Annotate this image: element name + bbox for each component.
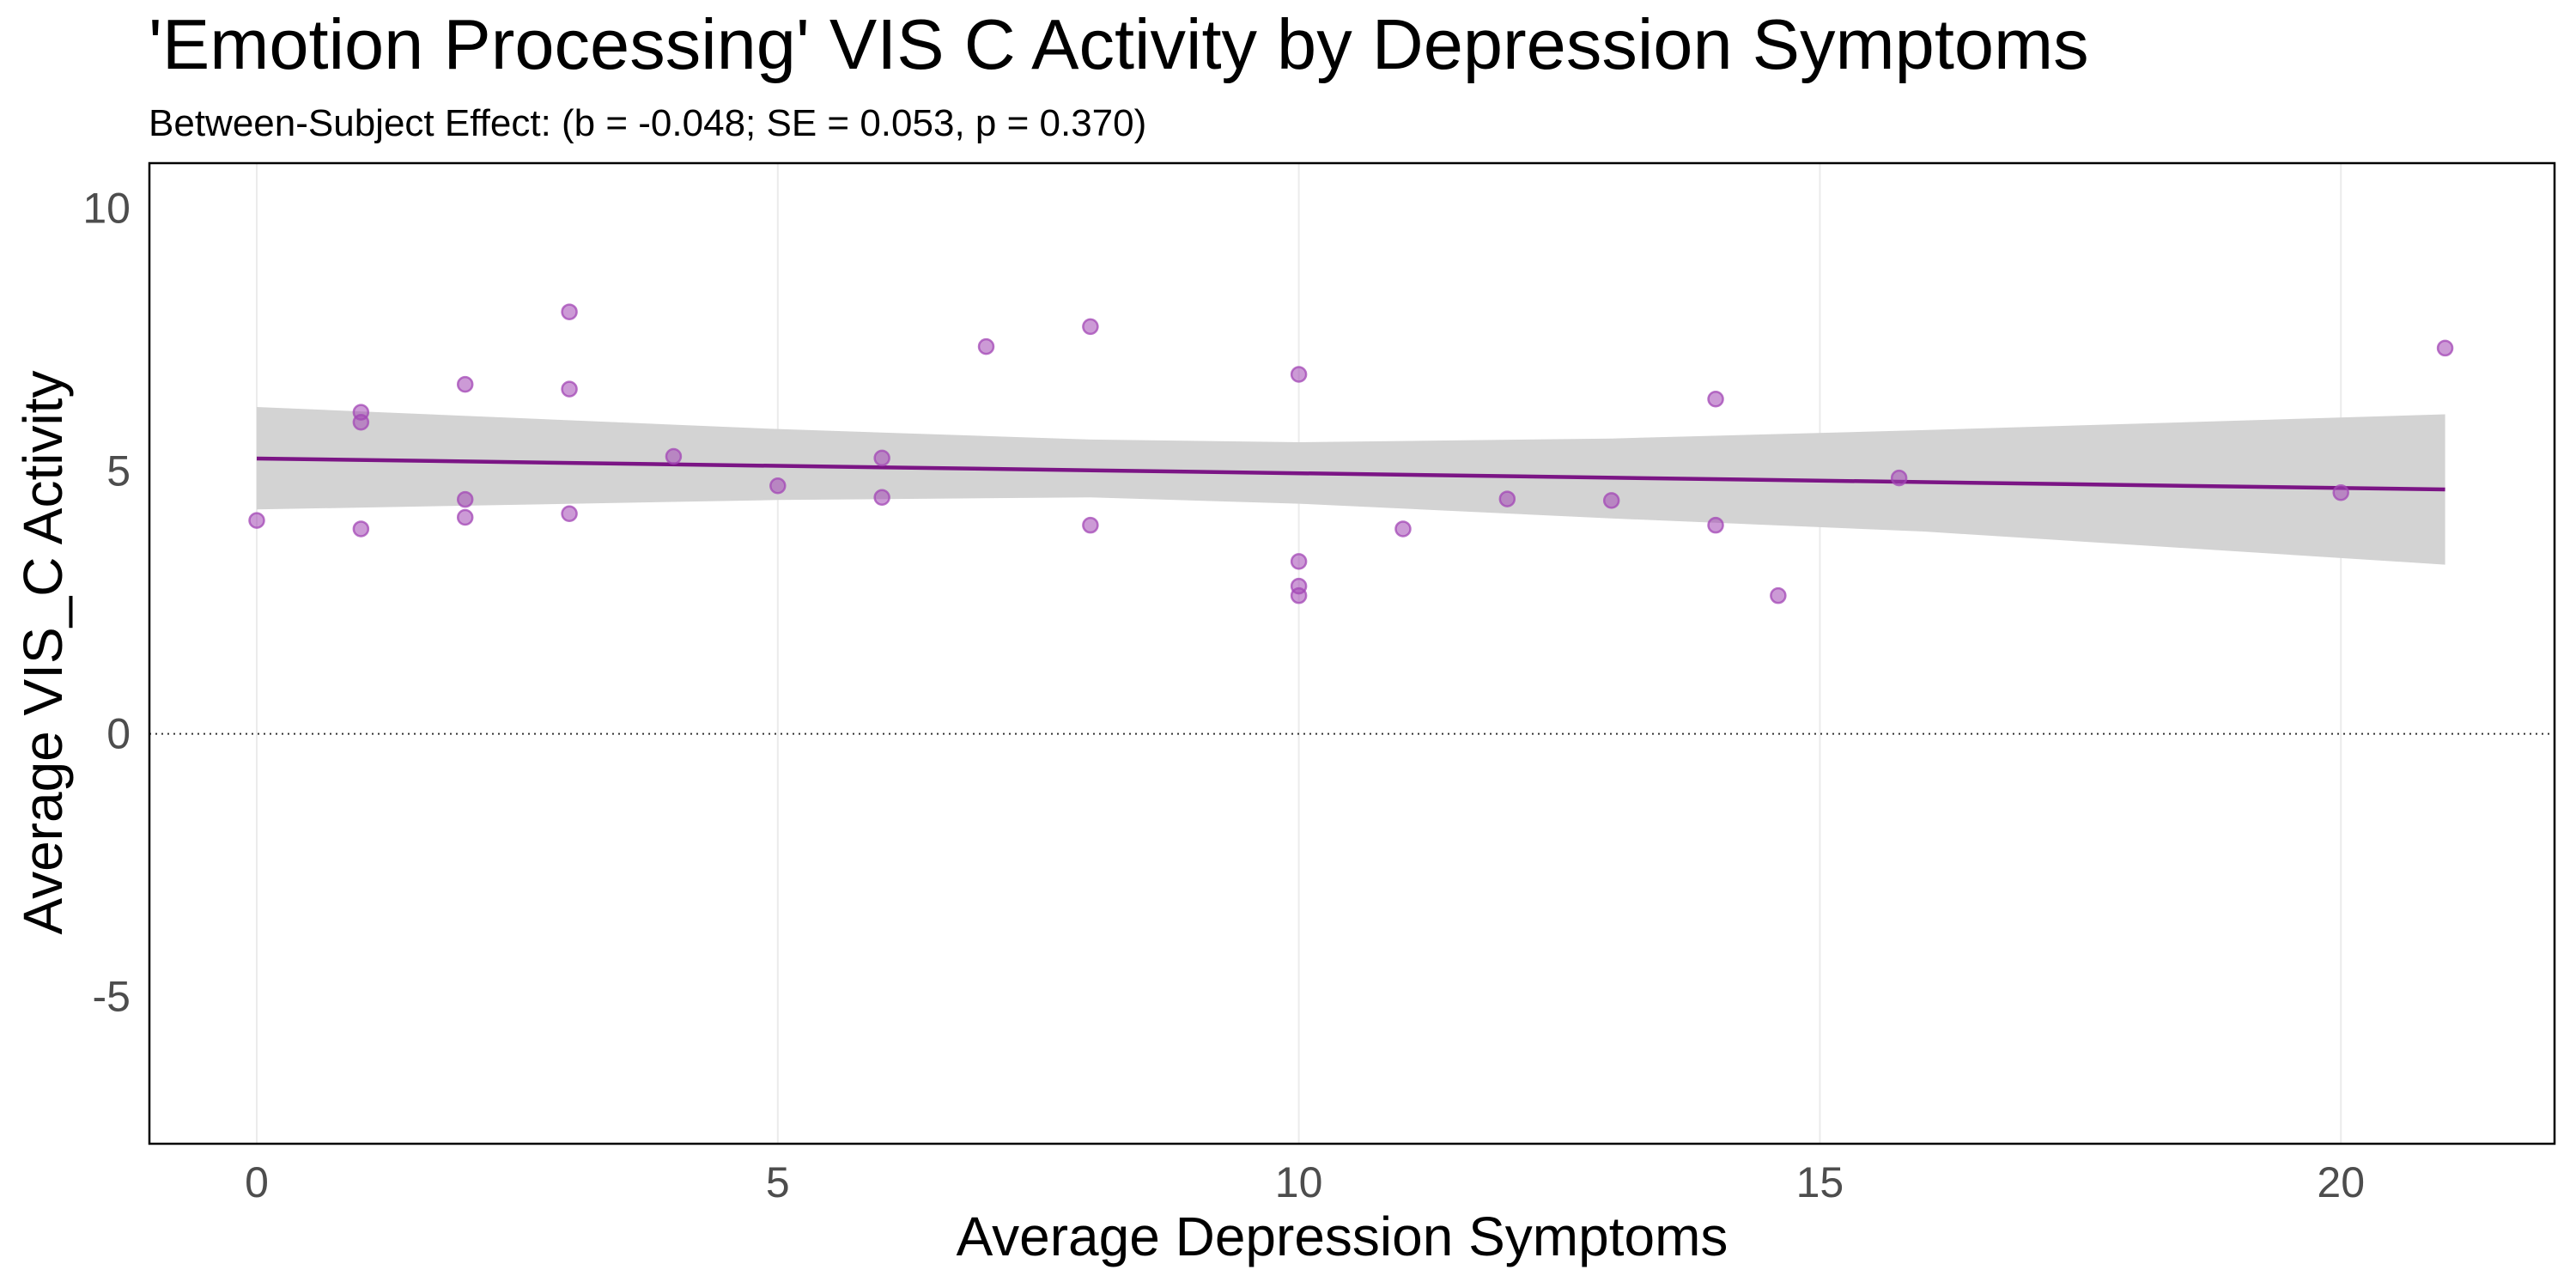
data-point	[561, 303, 578, 320]
data-point	[561, 380, 578, 398]
data-point	[1602, 492, 1620, 509]
data-point	[873, 449, 890, 467]
chart-title: 'Emotion Processing' VIS C Activity by D…	[149, 4, 2089, 84]
x-tick-label: 5	[766, 1158, 790, 1206]
x-tick-label: 0	[245, 1158, 269, 1206]
data-point	[1082, 318, 1099, 336]
y-tick-label: 10	[82, 185, 131, 233]
confidence-band-group	[257, 406, 2445, 565]
x-tick-label: 20	[2317, 1158, 2365, 1206]
x-axis-ticks: 0 5 10 15 20	[245, 1158, 2365, 1206]
data-point	[456, 490, 474, 508]
data-point	[1290, 553, 1308, 570]
fit-line-group	[256, 456, 2445, 492]
points-group	[248, 303, 2454, 605]
x-axis-title: Average Depression Symptoms	[957, 1206, 1728, 1267]
data-point	[1082, 516, 1099, 534]
data-point	[2332, 483, 2349, 501]
chart-subtitle: Between-Subject Effect: (b = -0.048; SE …	[149, 102, 1146, 144]
data-point	[873, 489, 890, 506]
data-point	[1707, 516, 1724, 534]
fit-line	[256, 456, 2445, 492]
data-point	[1890, 469, 1908, 487]
data-point	[1770, 586, 1787, 605]
grid	[256, 163, 2342, 1144]
data-point	[1394, 520, 1412, 538]
data-point	[1290, 366, 1308, 383]
data-point	[2436, 339, 2454, 357]
x-tick-label: 10	[1275, 1158, 1323, 1206]
y-axis-ticks: -5 0 5 10	[82, 185, 131, 1021]
y-tick-label: -5	[93, 973, 131, 1021]
x-tick-label: 15	[1796, 1158, 1844, 1206]
data-point	[456, 375, 474, 393]
data-point	[665, 447, 683, 465]
data-point	[456, 508, 474, 526]
data-point	[248, 512, 265, 529]
y-tick-label: 0	[106, 710, 131, 758]
data-point	[1498, 490, 1516, 507]
y-axis-title: Average VIS_C Activity	[12, 371, 74, 935]
data-point	[977, 337, 995, 355]
y-tick-label: 5	[106, 447, 131, 495]
data-point	[1290, 586, 1308, 605]
data-point	[769, 477, 787, 495]
data-point	[1707, 391, 1724, 408]
data-point	[352, 520, 370, 538]
data-point	[352, 413, 370, 431]
panel-border	[148, 161, 2556, 1145]
data-point	[561, 505, 578, 522]
confidence-band	[257, 406, 2445, 565]
